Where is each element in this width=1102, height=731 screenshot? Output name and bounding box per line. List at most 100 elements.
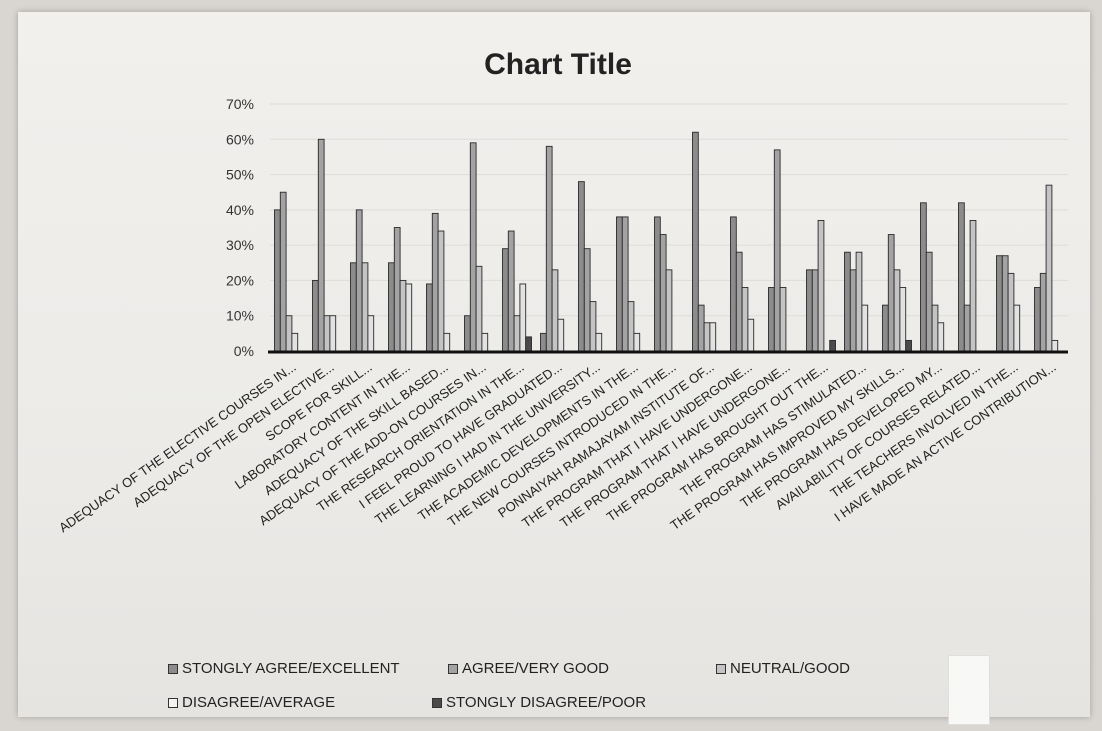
bar bbox=[350, 262, 357, 352]
bar bbox=[616, 216, 623, 352]
legend-item-strongly-disagree: STONGLY DISAGREE/POOR bbox=[432, 694, 646, 711]
bar bbox=[475, 265, 483, 352]
bar bbox=[583, 248, 591, 352]
bar bbox=[367, 315, 375, 352]
bar bbox=[545, 145, 553, 352]
bar bbox=[747, 318, 755, 352]
bar bbox=[399, 279, 407, 352]
bar bbox=[621, 216, 629, 352]
bar bbox=[937, 322, 945, 352]
bar bbox=[431, 212, 439, 352]
bar bbox=[887, 234, 895, 352]
x-axis-labels: ADEQUACY OF THE ELECTIVE COURSES IN...AD… bbox=[56, 359, 1059, 535]
bar bbox=[1013, 304, 1021, 352]
bar bbox=[806, 269, 813, 352]
bar bbox=[811, 269, 819, 352]
bar bbox=[443, 332, 451, 352]
bar bbox=[697, 304, 705, 352]
bar bbox=[659, 234, 667, 352]
bar bbox=[464, 315, 471, 352]
bar bbox=[279, 191, 287, 352]
bar bbox=[274, 209, 281, 352]
legend-item-disagree: DISAGREE/AVERAGE bbox=[168, 694, 335, 711]
bar bbox=[507, 230, 515, 352]
legend-swatch bbox=[168, 697, 178, 708]
bar bbox=[882, 304, 889, 352]
bar bbox=[525, 336, 532, 352]
legend-swatch bbox=[448, 663, 458, 674]
bar bbox=[633, 332, 641, 352]
chart-canvas: Chart Title 70% 60% 50% 40% 30% 20% 10% 0% ADEQ… bbox=[56, 48, 1068, 535]
bar bbox=[996, 255, 1003, 352]
bar bbox=[849, 269, 857, 352]
bar bbox=[703, 322, 711, 352]
bar bbox=[578, 181, 585, 352]
bar bbox=[469, 142, 477, 352]
bar bbox=[1034, 287, 1041, 352]
bar bbox=[692, 131, 699, 352]
bar bbox=[291, 332, 299, 352]
bar bbox=[963, 304, 971, 352]
bar bbox=[817, 219, 825, 352]
bar bbox=[665, 269, 673, 352]
y-tick-label: 50% bbox=[226, 167, 254, 183]
y-tick-label: 20% bbox=[226, 272, 254, 288]
bar bbox=[709, 322, 717, 352]
bar bbox=[502, 248, 509, 352]
bar bbox=[329, 315, 337, 352]
bar bbox=[312, 279, 319, 352]
bar bbox=[388, 262, 395, 352]
bar bbox=[513, 315, 521, 352]
bar bbox=[323, 315, 331, 352]
bar bbox=[589, 301, 597, 352]
bar bbox=[969, 219, 977, 352]
bar bbox=[627, 301, 635, 352]
bar bbox=[1051, 339, 1059, 352]
y-tick-label: 0% bbox=[234, 343, 254, 359]
bar bbox=[405, 283, 413, 352]
bar bbox=[426, 283, 433, 352]
y-tick-label: 40% bbox=[226, 202, 254, 218]
legend-label: STONGLY AGREE/EXCELLENT bbox=[182, 660, 400, 677]
legend-item-agree: AGREE/VERY GOOD bbox=[448, 660, 609, 677]
bar bbox=[844, 251, 851, 352]
bar bbox=[361, 262, 369, 352]
chart-title: Chart Title bbox=[484, 48, 632, 81]
legend-item-neutral: NEUTRAL/GOOD bbox=[716, 660, 850, 677]
bar bbox=[905, 339, 912, 352]
y-tick-label: 60% bbox=[226, 131, 254, 147]
bar bbox=[1045, 184, 1053, 352]
bar bbox=[540, 332, 547, 352]
x-tick-label: ADEQUACY OF THE ELECTIVE COURSES IN... bbox=[56, 359, 299, 535]
legend-label: DISAGREE/AVERAGE bbox=[182, 694, 336, 711]
bar bbox=[481, 332, 489, 352]
bar bbox=[1001, 255, 1009, 352]
blank-legend-box bbox=[948, 655, 990, 725]
bar bbox=[773, 149, 781, 352]
bar bbox=[741, 287, 749, 352]
bar bbox=[861, 304, 869, 352]
legend-label: NEUTRAL/GOOD bbox=[730, 660, 851, 677]
bars bbox=[274, 131, 1059, 352]
bar bbox=[779, 287, 787, 352]
bar bbox=[829, 339, 836, 352]
bar bbox=[557, 318, 565, 352]
bar bbox=[519, 283, 527, 352]
y-tick-label: 30% bbox=[226, 237, 254, 253]
bar bbox=[855, 251, 863, 352]
bar bbox=[925, 251, 933, 352]
bar bbox=[393, 227, 401, 352]
legend-swatch bbox=[716, 663, 726, 674]
bar bbox=[654, 216, 661, 352]
bar bbox=[595, 332, 603, 352]
bar bbox=[730, 216, 737, 352]
bar bbox=[920, 202, 927, 352]
bar bbox=[735, 251, 743, 352]
bar bbox=[768, 287, 775, 352]
y-tick-label: 10% bbox=[226, 308, 254, 324]
y-tick-label: 70% bbox=[226, 96, 254, 112]
bar bbox=[437, 230, 445, 352]
chart-sheet: Chart Title 70% 60% 50% 40% 30% 20% 10% 0% ADEQ… bbox=[18, 12, 1090, 725]
bar bbox=[931, 304, 939, 352]
legend-swatch bbox=[432, 697, 442, 708]
